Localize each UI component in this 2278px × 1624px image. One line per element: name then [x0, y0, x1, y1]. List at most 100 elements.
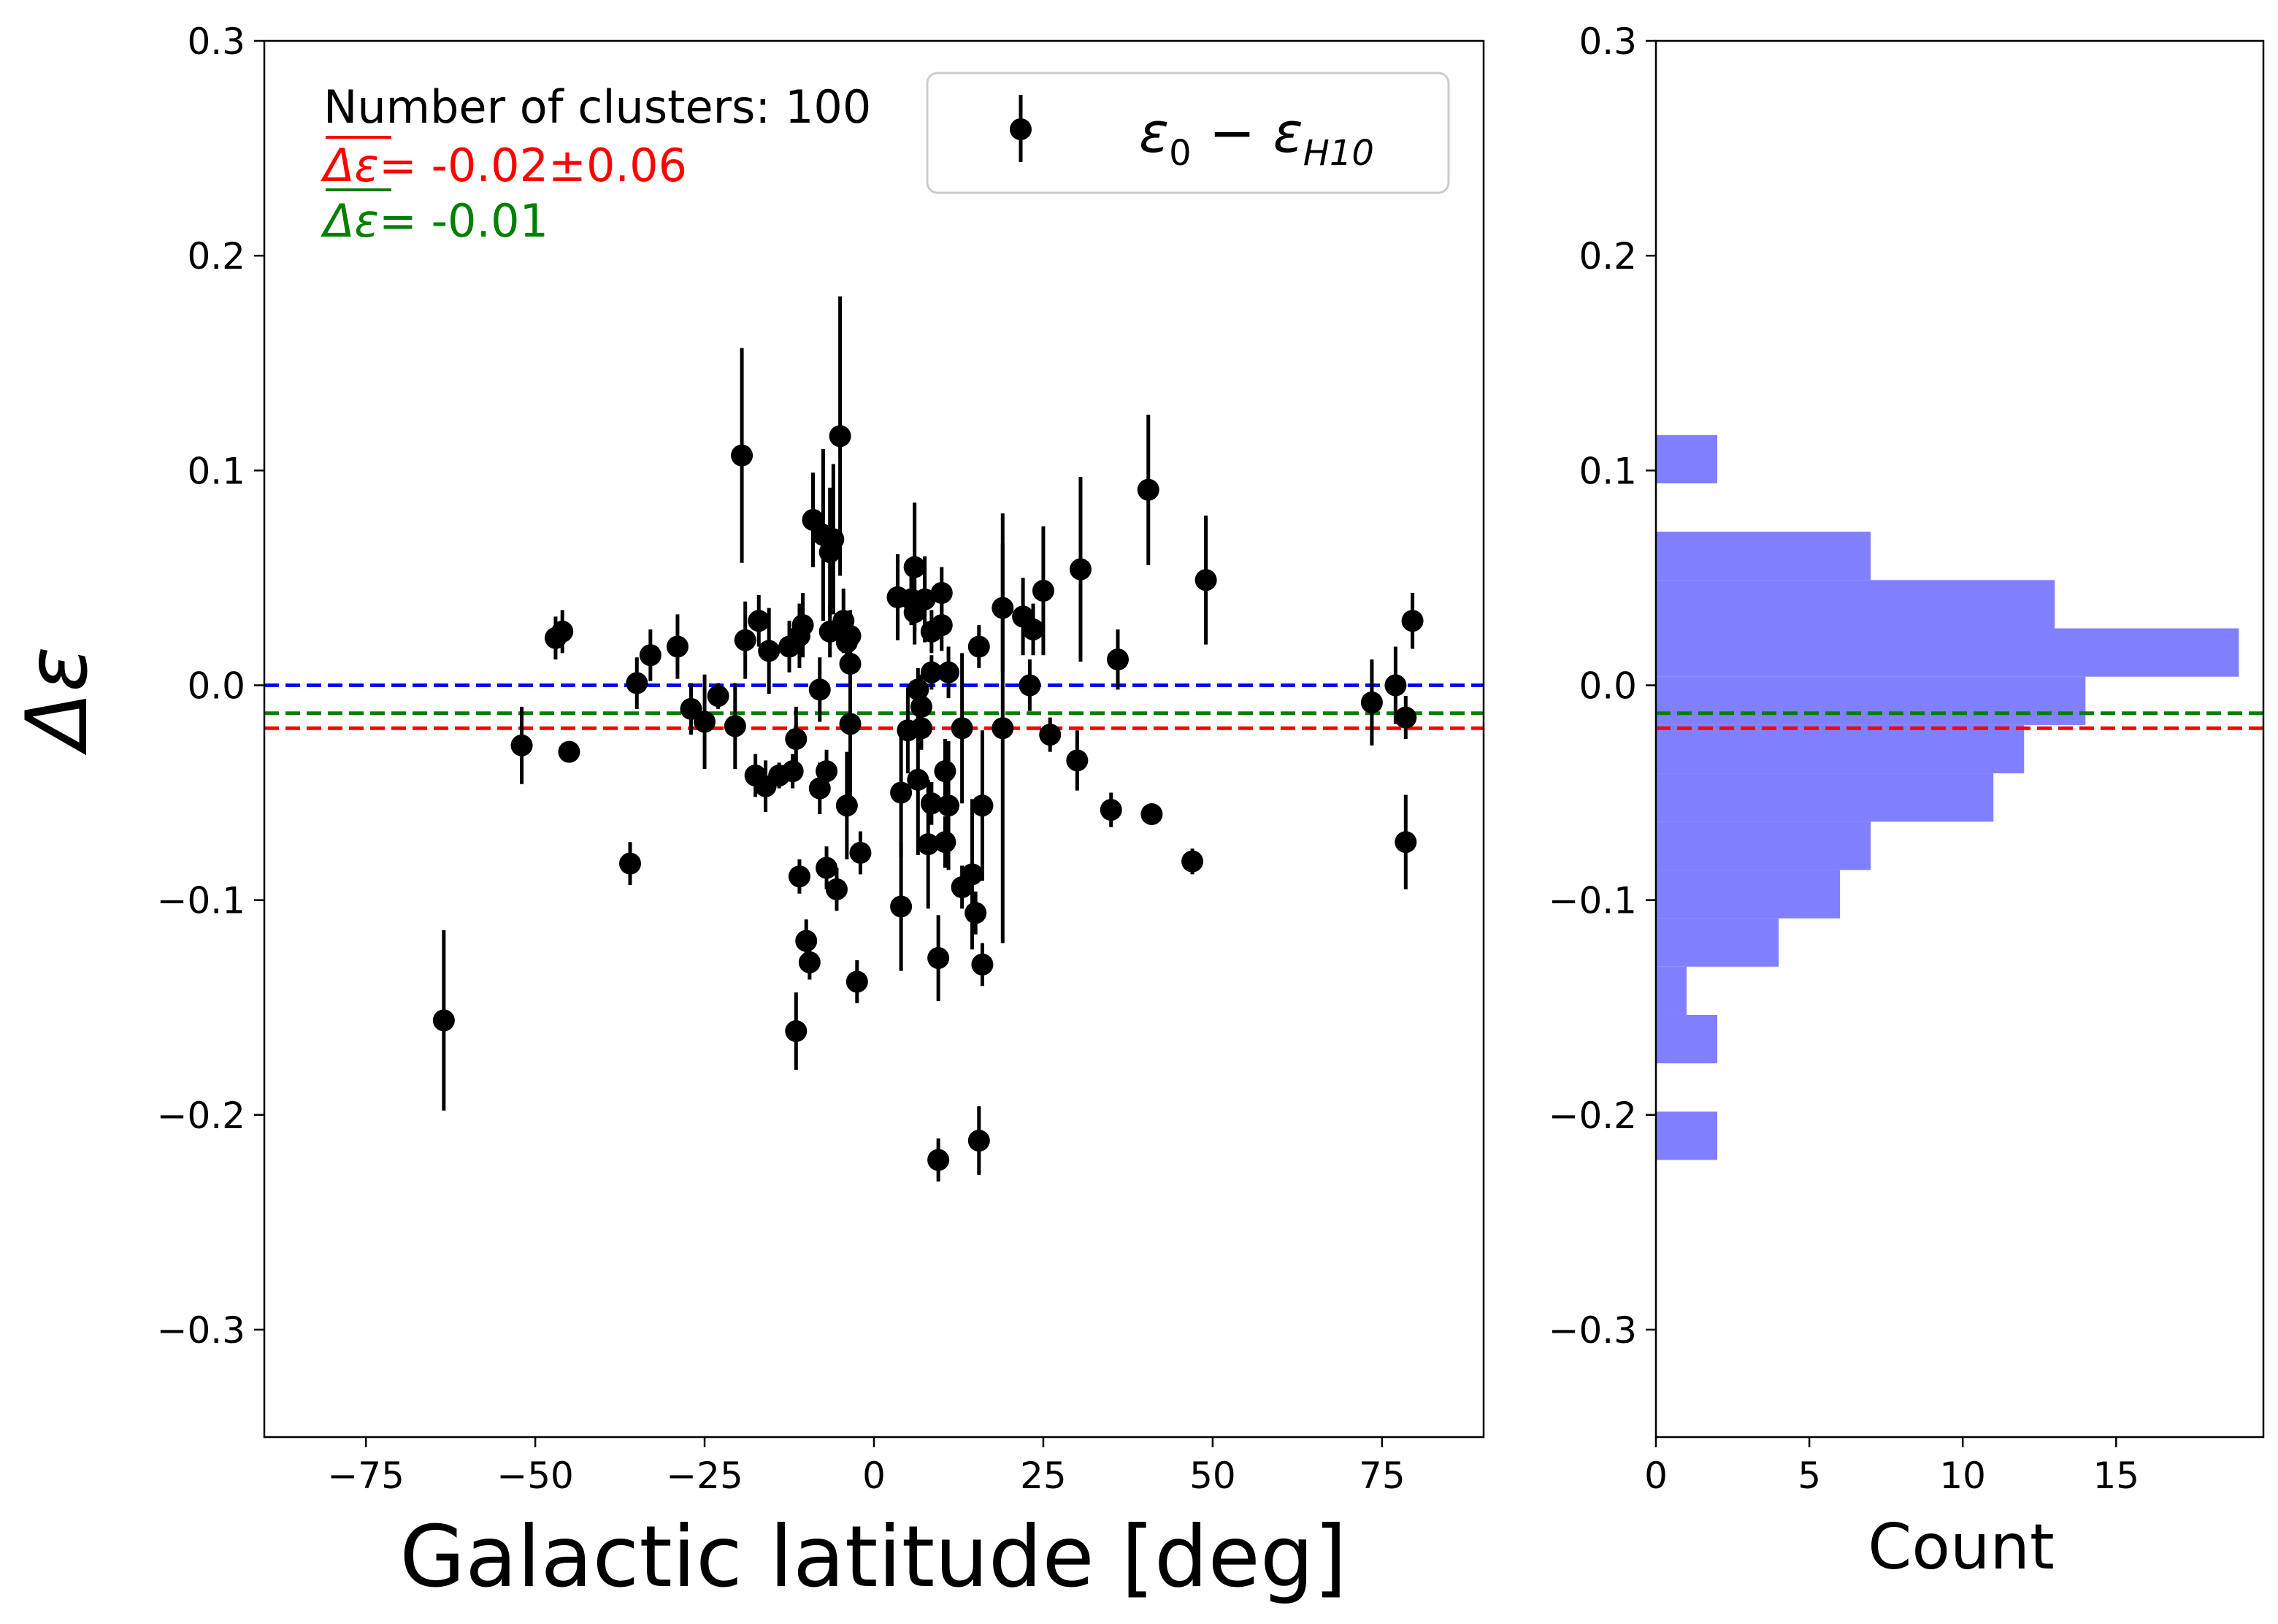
scatter-y-axis-label: Δε	[8, 646, 107, 756]
data-point	[795, 930, 818, 952]
scatter-x-ticks: −75 −50 −25 0 25 50 75	[327, 1437, 1405, 1497]
y-tick-label: 0.1	[187, 450, 245, 492]
data-point	[758, 640, 781, 662]
histogram-bar	[1656, 532, 1871, 581]
y-tick-label: 0.2	[187, 235, 245, 277]
histogram-bar	[1656, 773, 1994, 822]
data-point	[808, 777, 831, 800]
scatter-panel: −75 −50 −25 0 25 50 75 −0.3 −0.2 −0.1 0.0 0.1 0.2 0.…	[8, 20, 1485, 1606]
x-tick-label: 0	[1644, 1455, 1668, 1497]
legend-marker-point	[1010, 118, 1032, 140]
mean-delta-symbol: Δε	[321, 139, 379, 192]
data-point	[510, 734, 533, 757]
data-point	[903, 556, 926, 578]
data-point	[626, 672, 648, 694]
data-point	[551, 620, 574, 643]
data-point	[930, 581, 953, 604]
data-point	[971, 953, 994, 976]
data-point	[619, 852, 641, 875]
y-tick-label: −0.2	[157, 1095, 245, 1137]
data-point	[785, 1020, 808, 1043]
data-point	[839, 713, 862, 735]
data-point	[734, 629, 756, 651]
data-point	[1137, 478, 1159, 501]
data-point	[816, 857, 838, 879]
data-point	[913, 588, 936, 610]
data-point	[839, 653, 862, 675]
data-point	[937, 661, 960, 683]
data-point	[849, 841, 872, 864]
data-point	[1107, 648, 1129, 671]
histogram-reference-lines	[1656, 711, 2263, 730]
data-point	[694, 710, 716, 733]
histogram-bar	[1656, 1111, 1718, 1160]
x-tick-label: 15	[2093, 1455, 2139, 1497]
x-tick-label: 10	[1939, 1455, 1986, 1497]
data-point	[967, 1130, 990, 1152]
data-point	[666, 635, 689, 658]
x-tick-label: 5	[1798, 1455, 1821, 1497]
histogram-plot-frame	[1654, 39, 2265, 1439]
histogram-bar	[1656, 628, 2239, 677]
data-point	[907, 768, 929, 791]
data-point	[1039, 724, 1062, 746]
data-point	[791, 614, 814, 637]
x-tick-label: 0	[862, 1455, 886, 1497]
histogram-x-ticks: 0 5 10 15	[1644, 1437, 2139, 1497]
data-point	[951, 717, 973, 740]
y-tick-label: 0.1	[1579, 450, 1637, 492]
data-point	[829, 425, 851, 448]
data-point	[927, 1149, 950, 1171]
data-point	[639, 644, 661, 667]
data-point	[1395, 831, 1417, 854]
mean-delta-value: = -0.02±0.06	[379, 139, 687, 192]
data-point	[1069, 558, 1092, 581]
data-point	[890, 781, 913, 804]
data-point	[930, 614, 953, 637]
data-point	[1384, 674, 1407, 697]
data-point	[816, 760, 838, 783]
y-tick-label: −0.3	[1549, 1309, 1637, 1352]
data-point	[961, 863, 983, 886]
histogram-bars	[1656, 434, 2239, 1160]
data-point	[432, 1009, 455, 1032]
y-tick-label: −0.2	[1549, 1095, 1637, 1137]
data-point	[707, 685, 729, 708]
scatter-error-bars	[442, 296, 1415, 1181]
y-tick-label: −0.3	[157, 1309, 245, 1352]
data-point	[907, 678, 929, 701]
data-point	[890, 895, 913, 918]
histogram-bar	[1656, 580, 2055, 629]
data-point	[967, 635, 990, 658]
legend-box	[926, 72, 1450, 194]
histogram-y-ticks: −0.3 −0.2 −0.1 0.0 0.1 0.2 0.3	[1549, 20, 1656, 1352]
data-point	[558, 740, 580, 763]
data-point	[992, 717, 1014, 740]
histogram-bar	[1656, 676, 2086, 725]
data-point	[971, 794, 994, 817]
y-tick-label: −0.1	[1549, 880, 1637, 922]
histogram-bar	[1656, 1014, 1718, 1064]
data-point	[1019, 674, 1041, 697]
data-point	[1032, 580, 1054, 602]
x-tick-label: 50	[1189, 1455, 1236, 1497]
data-point	[992, 597, 1014, 619]
data-point	[822, 528, 845, 551]
y-tick-label: 0.3	[187, 20, 245, 63]
histogram-bar	[1656, 918, 1779, 967]
median-delta-symbol: Δε	[321, 194, 379, 248]
histogram-bar	[1656, 724, 2025, 774]
data-point	[808, 678, 831, 701]
data-point	[680, 697, 702, 720]
histogram-bar	[1656, 966, 1687, 1015]
y-tick-label: 0.0	[187, 664, 245, 707]
scatter-y-ticks: −0.3 −0.2 −0.1 0.0 0.1 0.2 0.3	[157, 20, 264, 1352]
x-tick-label: −50	[496, 1455, 574, 1497]
data-point	[1395, 706, 1417, 729]
data-point	[845, 970, 868, 993]
mean-delta-text: Δε= -0.02±0.06	[321, 139, 687, 192]
data-point	[910, 695, 932, 718]
x-tick-label: 75	[1359, 1455, 1405, 1497]
histogram-x-axis-label: Count	[1868, 1511, 2054, 1584]
